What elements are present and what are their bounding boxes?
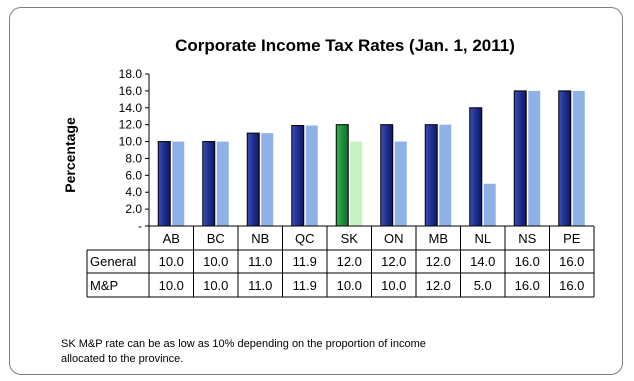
data-label: 11.9 — [293, 278, 317, 293]
bar-mp-bc — [216, 141, 229, 226]
bar-general-mb — [424, 124, 438, 227]
bar-mp-sk — [350, 141, 363, 226]
data-label: 12.0 — [381, 254, 406, 269]
bar-mp-ns — [528, 90, 541, 226]
bars — [157, 90, 585, 227]
bar-general-nb — [246, 132, 260, 227]
bar-general-ns — [513, 90, 527, 227]
data-label: 10.0 — [203, 278, 228, 293]
category-label: PE — [563, 231, 581, 246]
bar-general-nl — [469, 107, 483, 227]
data-label: 12.0 — [337, 254, 362, 269]
data-label: 10.0 — [203, 254, 228, 269]
footnote-line-1: SK M&P rate can be as low as 10% dependi… — [61, 338, 426, 350]
chart-title: Corporate Income Tax Rates (Jan. 1, 2011… — [175, 36, 515, 55]
bar-general-pe — [558, 90, 572, 227]
data-label: 10.0 — [159, 278, 184, 293]
data-label: 10.0 — [381, 278, 406, 293]
data-label: 12.0 — [426, 254, 451, 269]
category-label: AB — [163, 231, 180, 246]
category-label: QC — [295, 231, 315, 246]
y-tick-label: 18.0 — [119, 67, 143, 81]
footnote-line-2: allocated to the province. — [61, 353, 184, 365]
row-label: M&P — [90, 278, 118, 293]
data-table: AB BC NB QC SK ON MB NL NS PE General 10.0 10.0 11.0 1… — [86, 225, 595, 298]
y-tick-label: 12.0 — [119, 118, 143, 132]
y-tick-label: 10.0 — [119, 135, 143, 149]
bar-mp-on — [394, 141, 407, 226]
bar-mp-qc — [305, 125, 318, 226]
data-label: 12.0 — [426, 278, 451, 293]
bar-mp-mb — [439, 124, 452, 226]
data-label: 11.0 — [248, 278, 272, 293]
y-tick-label: 2.0 — [125, 202, 142, 216]
category-label: BC — [207, 231, 225, 246]
data-label: 14.0 — [470, 254, 495, 269]
y-tick-label: 16.0 — [119, 84, 143, 98]
bar-general-qc — [291, 125, 305, 227]
footnote: SK M&P rate can be as low as 10% dependi… — [61, 337, 561, 367]
data-label: 16.0 — [515, 278, 540, 293]
category-label: SK — [341, 231, 359, 246]
category-label: NL — [474, 231, 491, 246]
y-tick-label: 6.0 — [125, 168, 142, 182]
y-tick-label: - — [138, 219, 142, 233]
y-tick-label: 14.0 — [119, 101, 143, 115]
category-label: NB — [251, 231, 269, 246]
y-tick-label: 4.0 — [125, 185, 142, 199]
category-label: ON — [384, 231, 404, 246]
bar-general-sk — [335, 124, 349, 227]
data-label: 16.0 — [515, 254, 540, 269]
data-label: 5.0 — [474, 278, 492, 293]
data-label: 10.0 — [159, 254, 184, 269]
category-label: NS — [518, 231, 536, 246]
category-label: MB — [429, 231, 449, 246]
bar-mp-pe — [572, 90, 585, 226]
bar-general-bc — [202, 141, 216, 227]
bar-general-ab — [157, 141, 171, 227]
row-label: General — [90, 254, 136, 269]
y-axis-label: Percentage — [62, 117, 78, 193]
data-label: 11.9 — [293, 254, 317, 269]
data-label: 16.0 — [559, 278, 584, 293]
bar-mp-ab — [172, 141, 185, 226]
bar-mp-nl — [483, 183, 496, 226]
y-axis: - 2.0 4.0 6.0 8.0 10.0 12.0 14.0 16.0 18.0 — [119, 67, 150, 233]
data-label: 11.0 — [248, 254, 272, 269]
data-label: 10.0 — [337, 278, 362, 293]
data-label: 16.0 — [559, 254, 584, 269]
bar-general-on — [380, 124, 394, 227]
y-tick-label: 8.0 — [125, 151, 142, 165]
bar-mp-nb — [261, 133, 274, 226]
